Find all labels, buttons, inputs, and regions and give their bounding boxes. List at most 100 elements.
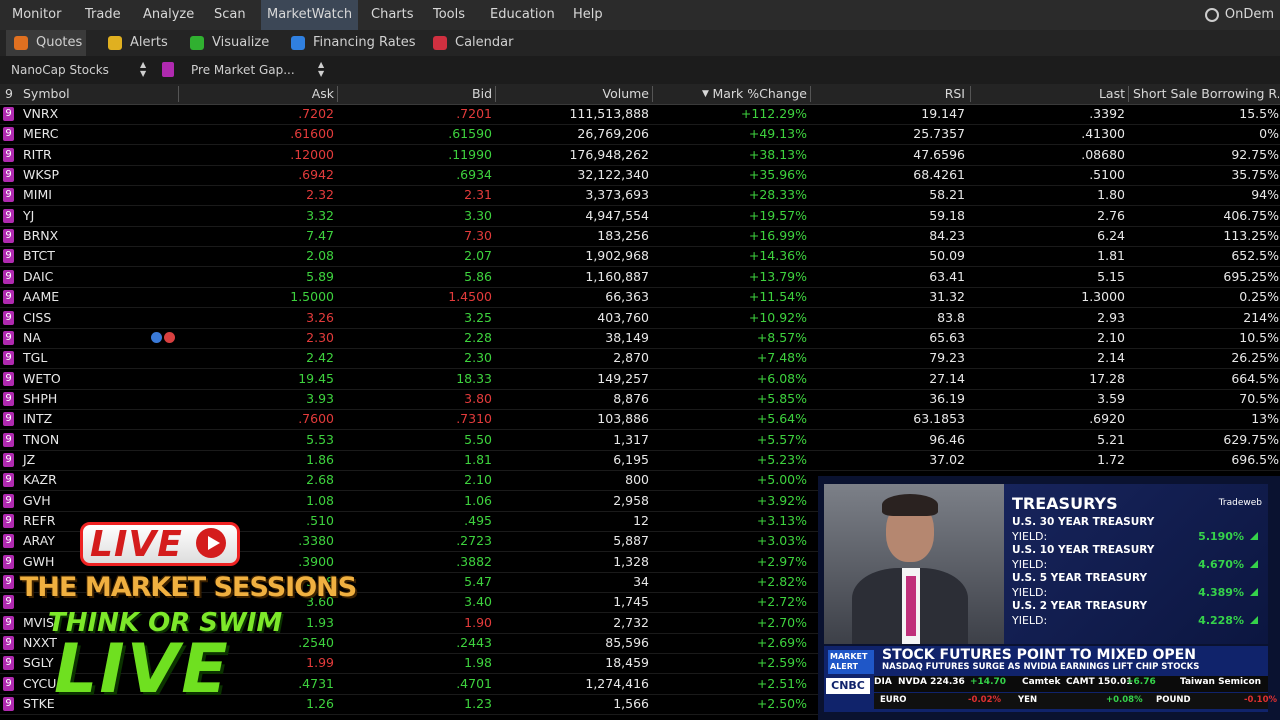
data-cell: 10.5%: [1239, 329, 1279, 345]
quote-row[interactable]: 9 WKSP .6942 .6934 32,122,340 +35.96% 68.4261.…: [0, 165, 1280, 187]
ondemand-button[interactable]: OnDem: [1201, 0, 1280, 30]
tab[interactable]: Quotes: [36, 35, 83, 50]
menu-item[interactable]: Education: [490, 7, 555, 22]
data-cell: +7.48%: [756, 350, 807, 366]
row-icon: 9: [3, 168, 14, 183]
column-header[interactable]: Bid: [472, 86, 492, 101]
column-header[interactable]: Volume: [602, 86, 650, 101]
data-cell: 3,373,693: [585, 187, 649, 203]
data-cell: 63.41: [929, 268, 965, 284]
data-cell: +35.96%: [748, 167, 807, 183]
quote-row[interactable]: 9 MIMI 2.32 2.31 3,373,693 +28.33% 58.21 1.80 94…: [0, 185, 1280, 207]
menu-item[interactable]: Help: [573, 7, 603, 22]
yield-value: 4.670%: [1198, 558, 1244, 571]
quote-row[interactable]: 9 CISS 3.26 3.25 403,760 +10.92% 83.8 2.93 214%: [0, 308, 1280, 329]
symbol-cell: INTZ: [23, 411, 53, 427]
alert-icon: [151, 331, 162, 343]
quote-row[interactable]: 9 TNON 5.53 5.50 1,317 +5.57% 96.46 5.21 629.75%: [0, 430, 1280, 451]
watchlist-selector[interactable]: Pre Market Gap...: [191, 63, 295, 77]
data-cell: 2.31: [464, 187, 492, 203]
quote-row[interactable]: 9 ARAY .3380 .2723 5,887 +3.03%: [0, 531, 1280, 553]
menu-item[interactable]: Charts: [371, 7, 414, 22]
data-cell: 2.32: [306, 187, 334, 203]
column-header[interactable]: Mark %Change: [712, 86, 807, 101]
column-separator: [652, 86, 653, 102]
menu-item[interactable]: Tools: [433, 7, 466, 22]
data-cell: .6920: [1089, 411, 1125, 427]
quote-row[interactable]: 9 AAME 1.5000 1.4500 66,363 +11.54% 31.32 1.300…: [0, 287, 1280, 309]
tab[interactable]: Visualize: [212, 35, 270, 50]
quote-row[interactable]: 9 REFR .510 .495 12 +3.13%: [0, 511, 1280, 532]
menu-item[interactable]: Analyze: [143, 7, 195, 22]
yield-caption: YIELD:: [1012, 558, 1048, 571]
quote-row[interactable]: 9 YJ 3.32 3.30 4,947,554 +19.57% 59.18 2.76 406.…: [0, 206, 1280, 227]
quote-row[interactable]: 9 BRNX 7.47 7.30 183,256 +16.99% 84.23 6.24 113.…: [0, 226, 1280, 248]
logo-line: THE MARKET SESSIONS: [20, 572, 357, 603]
column-header[interactable]: Symbol: [23, 86, 70, 101]
data-cell: .7201: [456, 106, 492, 121]
data-cell: 3.93: [306, 390, 334, 406]
data-cell: 5.89: [306, 268, 334, 284]
quote-row[interactable]: 9 3.60 3.40 1,745 +2.72%: [0, 592, 1280, 614]
menu-item[interactable]: Scan: [214, 7, 246, 22]
quote-row[interactable]: 9 5.68 5.47 34 +2.82%: [0, 572, 1280, 594]
data-cell: 2,870: [613, 350, 649, 366]
tab[interactable]: Financing Rates: [313, 35, 416, 50]
quote-row[interactable]: 9 SHPH 3.93 3.80 8,876 +5.85% 36.19 3.59 70.5%: [0, 389, 1280, 410]
data-cell: 1.93: [306, 614, 334, 630]
data-cell: 13%: [1251, 411, 1279, 427]
data-cell: 2.30: [306, 329, 334, 345]
menu-item[interactable]: MarketWatch: [261, 0, 359, 30]
data-cell: 17.28: [1089, 370, 1125, 386]
quote-row[interactable]: 9 GWH .3900 .3882 1,328 +2.97%: [0, 552, 1280, 573]
tab[interactable]: Alerts: [130, 35, 168, 50]
data-cell: 3.80: [464, 390, 492, 406]
menu-item[interactable]: Trade: [85, 7, 121, 22]
quote-row[interactable]: 9 NXXT .2540 .2443 85,596 +2.69%: [0, 633, 1280, 655]
quote-row[interactable]: 9 WETO 19.45 18.33 149,257 +6.08% 27.14 17.28 66…: [0, 369, 1280, 390]
quote-row[interactable]: 9 SGLY 1.99 1.98 18,459 +2.59%: [0, 653, 1280, 675]
data-cell: 1.3000: [1081, 289, 1125, 305]
data-cell: 3.60: [306, 594, 334, 610]
column-header[interactable]: Ask: [311, 86, 334, 101]
yield-label: U.S. 30 YEAR TREASURY: [1012, 516, 1155, 528]
quote-row[interactable]: 9 VNRX .7202 .7201 111,513,888 +112.29% 19.147…: [0, 104, 1280, 125]
live-badge: LIVE: [90, 524, 183, 565]
watchlist-icon: [162, 62, 174, 77]
column-header[interactable]: RSI: [944, 86, 965, 101]
menu-item[interactable]: Monitor: [12, 7, 62, 22]
tab[interactable]: Calendar: [455, 35, 514, 50]
quote-row[interactable]: 9 BTCT 2.08 2.07 1,902,968 +14.36% 50.09 1.81 65…: [0, 246, 1280, 268]
symbol-cell: TGL: [23, 350, 48, 366]
data-cell: +49.13%: [748, 126, 807, 142]
quote-row[interactable]: 9 MVIS 1.93 1.90 2,732 +2.70%: [0, 613, 1280, 634]
row-icon: 9: [3, 575, 14, 590]
quote-row[interactable]: 9 INTZ .7600 .7310 103,886 +5.64% 63.1853 .6920…: [0, 409, 1280, 431]
quote-row[interactable]: 9 CYCU .4731 .4701 1,274,416 +2.51%: [0, 674, 1280, 695]
data-cell: +3.92%: [756, 492, 807, 508]
data-cell: 38,149: [605, 329, 649, 345]
quote-row[interactable]: 9 DAIC 5.89 5.86 1,160,887 +13.79% 63.41 5.15 69…: [0, 267, 1280, 288]
data-cell: +5.57%: [756, 431, 807, 447]
quote-row[interactable]: 9 NA 2.30 2.28 38,149 +8.57% 65.63 2.10 10.5%: [0, 328, 1280, 349]
quote-row[interactable]: 9 KAZR 2.68 2.10 800 +5.00%: [0, 470, 1280, 492]
symbol-cell: GVH: [23, 492, 51, 508]
data-cell: +112.29%: [740, 106, 807, 121]
quote-row[interactable]: 9 STKE 1.26 1.23 1,566 +2.50%: [0, 694, 1280, 716]
column-separator: [178, 86, 179, 102]
data-cell: 0.25%: [1239, 289, 1279, 305]
row-icon: 9: [3, 615, 14, 630]
quote-row[interactable]: 9 RITR .12000 .11990 176,948,262 +38.13% 47.65…: [0, 145, 1280, 166]
data-cell: 1.99: [306, 655, 334, 671]
watchlist-selector[interactable]: NanoCap Stocks: [11, 63, 109, 77]
quote-row[interactable]: 9 JZ 1.86 1.81 6,195 +5.23% 37.02 1.72 696.5%: [0, 450, 1280, 471]
column-header[interactable]: Short Sale Borrowing R...: [1133, 86, 1279, 101]
quote-row[interactable]: 9 TGL 2.42 2.30 2,870 +7.48% 79.23 2.14 26.25%: [0, 348, 1280, 370]
data-cell: 2.14: [1097, 350, 1125, 366]
quote-row[interactable]: 9 GVH 1.08 1.06 2,958 +3.92%: [0, 491, 1280, 512]
column-header[interactable]: Last: [1098, 86, 1125, 101]
tab-icon: [291, 36, 305, 50]
data-cell: +3.03%: [756, 533, 807, 549]
row-icon: 9: [3, 127, 14, 142]
quote-row[interactable]: 9 MERC .61600 .61590 26,769,206 +49.13% 25.735…: [0, 124, 1280, 146]
